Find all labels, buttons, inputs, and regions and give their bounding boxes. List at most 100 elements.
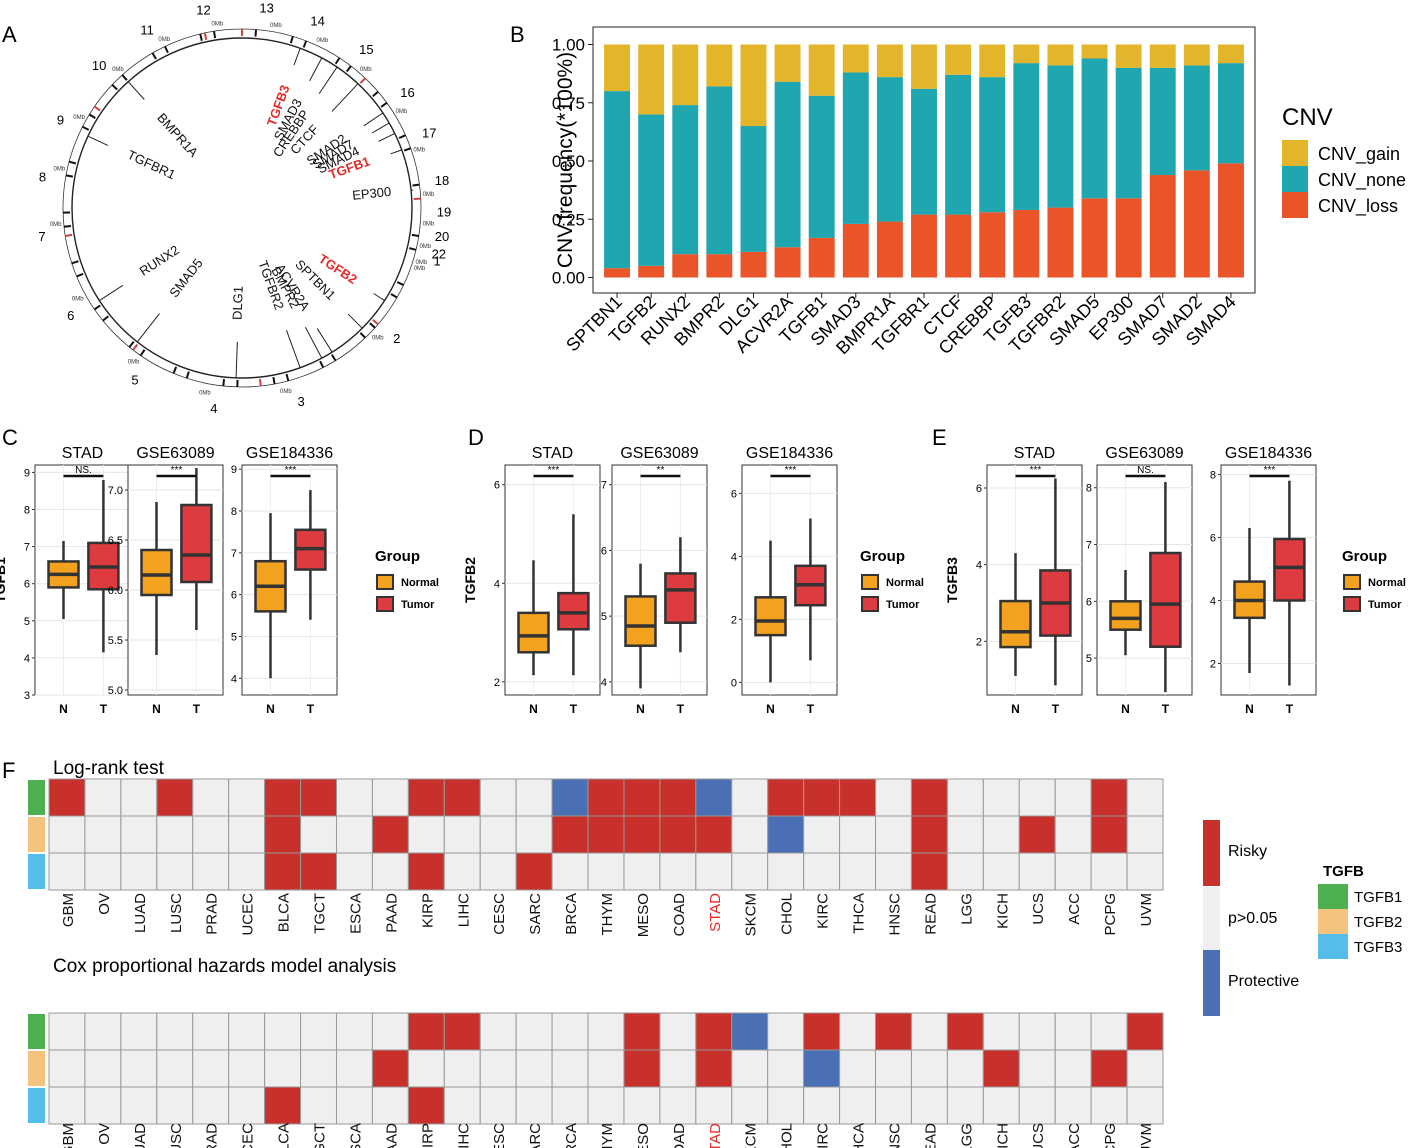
heatmap-cell <box>120 778 158 817</box>
heatmap-cell <box>443 1049 481 1088</box>
column-label: UCS <box>1030 1123 1047 1148</box>
mb-tick-label: 0Mb <box>50 222 62 228</box>
legend-title: CNV <box>1282 104 1333 131</box>
heatmap-cell <box>910 1012 948 1051</box>
column-label: UVM <box>1138 893 1155 926</box>
y-tick-label: 6 <box>601 545 607 557</box>
ideogram-band <box>372 318 379 326</box>
column-label: BLCA <box>276 1123 293 1148</box>
ideogram-band <box>390 293 398 299</box>
mb-tick-label: 0Mb <box>316 38 328 44</box>
y-tick-label: 6 <box>494 480 500 492</box>
panel-label-f: F <box>2 758 15 783</box>
bar-segment <box>1081 44 1108 59</box>
ideogram-band <box>359 77 366 84</box>
column-label: ESCA <box>347 1123 364 1148</box>
y-tick-label: 6.0 <box>108 585 123 597</box>
legend-swatch <box>1203 820 1220 886</box>
heatmap-cell <box>946 1049 984 1088</box>
y-tick-label: 6 <box>731 488 737 500</box>
heatmap-cell <box>192 1049 230 1088</box>
column-label: TGCT <box>312 1123 329 1148</box>
heatmap-cell <box>946 1086 984 1125</box>
heatmap-cell <box>515 1086 553 1125</box>
column-label: BRCA <box>563 893 580 935</box>
facet-title: STAD <box>1014 445 1055 462</box>
heatmap-cell <box>48 815 86 854</box>
significance-label: *** <box>548 465 560 476</box>
significance-label: *** <box>785 465 797 476</box>
heatmap-cell <box>1054 1086 1092 1125</box>
bar-segment <box>979 77 1006 213</box>
legend-label: Normal <box>1368 577 1406 589</box>
heatmap-cell <box>1126 1049 1164 1088</box>
x-tick-label: N <box>1121 702 1130 716</box>
ideogram-band <box>412 183 420 187</box>
heatmap-cell <box>84 1012 122 1051</box>
ideogram-band <box>403 147 412 152</box>
heatmap-cell <box>839 1049 877 1088</box>
mb-tick-label: 0Mb <box>280 389 292 395</box>
legend-title: TGFB <box>1323 863 1364 880</box>
legend-title: Group <box>1342 548 1387 565</box>
heatmap-cell <box>1054 1049 1092 1088</box>
heatmap-cell <box>371 1012 409 1051</box>
heatmap-cell <box>300 778 337 817</box>
heatmap-cell <box>228 1049 266 1088</box>
bar-segment <box>1047 65 1074 208</box>
bar-segment <box>808 237 835 278</box>
column-label: UCEC <box>240 1123 257 1148</box>
column-label: PRAD <box>204 893 221 935</box>
legend-title: Group <box>860 548 905 565</box>
heatmap-cell <box>982 1086 1020 1125</box>
heatmap-cell <box>1090 852 1128 891</box>
bar-segment <box>604 268 631 278</box>
column-label: LGG <box>958 1123 975 1148</box>
ideogram-band <box>63 224 72 228</box>
column-label: LUAD <box>132 893 149 933</box>
legend-swatch <box>1318 934 1348 959</box>
box-body <box>754 596 787 637</box>
column-label: LGG <box>958 893 975 925</box>
legend-label: CNV_none <box>1318 170 1406 191</box>
ideogram-band <box>65 174 74 178</box>
bar-segment <box>706 44 733 87</box>
column-label: UVM <box>1138 1123 1155 1148</box>
mb-tick-label: 0Mb <box>396 109 408 115</box>
heatmap-cell <box>1054 852 1092 891</box>
bar-segment <box>1183 170 1210 278</box>
panel-label-d: D <box>468 425 484 450</box>
legend-swatch <box>861 596 879 612</box>
heatmap-cell <box>695 1086 733 1125</box>
gene-connector <box>235 341 238 378</box>
legend-swatch <box>1318 909 1348 934</box>
y-tick-label: 4 <box>231 673 237 685</box>
heatmap-cell <box>587 1049 625 1088</box>
mb-tick-label: 0Mb <box>423 221 435 227</box>
bar-segment <box>842 223 869 278</box>
y-tick-label: 9 <box>24 467 30 479</box>
heatmap-cell <box>264 1086 302 1125</box>
heatmap-cell <box>1018 1086 1056 1125</box>
heatmap-cell <box>875 815 912 854</box>
panel-label-a: A <box>2 22 17 47</box>
column-label: HNSC <box>886 893 903 936</box>
y-tick-label: 1.00 <box>552 36 585 55</box>
facet-title: GSE63089 <box>620 445 698 462</box>
heatmap-cell <box>551 852 589 891</box>
heatmap-cell <box>156 1086 194 1125</box>
ideogram-band <box>411 233 419 237</box>
x-tick-label: N <box>766 702 775 716</box>
legend-swatch <box>1343 574 1361 590</box>
chromosome-label: 10 <box>92 58 106 73</box>
bar-segment <box>911 44 937 89</box>
heatmap-cell <box>479 1086 517 1125</box>
y-tick-label: 7 <box>24 542 30 554</box>
heatmap-cell <box>623 1086 661 1125</box>
y-tick-label: 7.0 <box>108 485 123 497</box>
y-tick-label: 0.50 <box>552 152 585 171</box>
bar-segment <box>706 86 733 255</box>
box-body <box>1273 537 1306 602</box>
gene-connector <box>293 48 301 66</box>
heatmap-cell <box>335 1012 373 1051</box>
